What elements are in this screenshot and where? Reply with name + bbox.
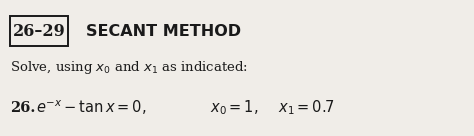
Text: Solve, using $x_0$ and $x_1$ as indicated:: Solve, using $x_0$ and $x_1$ as indicate…	[10, 60, 248, 76]
FancyBboxPatch shape	[10, 16, 68, 46]
Text: $x_0 = 1,$: $x_0 = 1,$	[210, 99, 258, 117]
Text: $x_1 = 0.7$: $x_1 = 0.7$	[278, 99, 335, 117]
Text: 26.: 26.	[10, 101, 36, 115]
Text: 26–29: 26–29	[13, 22, 65, 39]
Text: $e^{-x} - \mathrm{tan}\, x = 0,$: $e^{-x} - \mathrm{tan}\, x = 0,$	[36, 99, 146, 117]
Text: SECANT METHOD: SECANT METHOD	[86, 24, 241, 38]
